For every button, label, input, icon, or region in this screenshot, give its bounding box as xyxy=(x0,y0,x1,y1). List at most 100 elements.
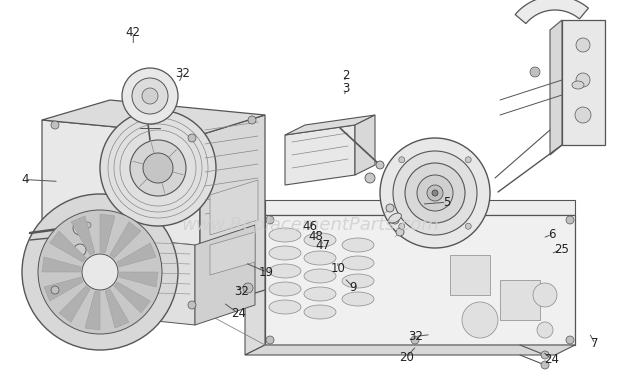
Text: 3: 3 xyxy=(342,82,350,95)
Circle shape xyxy=(576,38,590,52)
Ellipse shape xyxy=(572,81,584,89)
Circle shape xyxy=(417,175,453,211)
Polygon shape xyxy=(85,291,100,330)
Text: 46: 46 xyxy=(303,220,317,233)
Polygon shape xyxy=(114,282,150,313)
Circle shape xyxy=(85,222,91,228)
Circle shape xyxy=(576,73,590,87)
Polygon shape xyxy=(59,286,90,322)
Circle shape xyxy=(432,190,438,196)
Polygon shape xyxy=(265,215,575,345)
Text: 32: 32 xyxy=(234,285,249,297)
Ellipse shape xyxy=(269,246,301,260)
Polygon shape xyxy=(44,277,82,301)
Circle shape xyxy=(465,157,471,163)
Text: 42: 42 xyxy=(126,26,141,39)
Circle shape xyxy=(51,121,59,129)
Ellipse shape xyxy=(304,233,336,247)
Circle shape xyxy=(530,67,540,77)
Circle shape xyxy=(51,286,59,294)
Polygon shape xyxy=(450,255,490,295)
Circle shape xyxy=(143,153,173,183)
Circle shape xyxy=(399,157,405,163)
Ellipse shape xyxy=(269,282,301,296)
Circle shape xyxy=(411,336,419,344)
Circle shape xyxy=(411,216,419,224)
Text: 24: 24 xyxy=(544,353,559,366)
Circle shape xyxy=(376,161,384,169)
Polygon shape xyxy=(265,200,575,215)
Circle shape xyxy=(365,173,375,183)
Text: 6: 6 xyxy=(548,228,556,241)
Ellipse shape xyxy=(342,292,374,306)
Ellipse shape xyxy=(269,228,301,242)
Text: 32: 32 xyxy=(408,330,423,343)
Circle shape xyxy=(537,322,553,338)
Circle shape xyxy=(248,116,256,124)
Ellipse shape xyxy=(342,256,374,270)
Ellipse shape xyxy=(304,287,336,301)
Circle shape xyxy=(74,244,86,256)
Polygon shape xyxy=(71,216,95,255)
Circle shape xyxy=(541,351,549,359)
Ellipse shape xyxy=(304,269,336,283)
Polygon shape xyxy=(355,115,375,175)
Polygon shape xyxy=(50,231,86,262)
Text: 20: 20 xyxy=(399,351,414,364)
Circle shape xyxy=(386,204,394,212)
Text: 48: 48 xyxy=(309,230,324,243)
Polygon shape xyxy=(195,225,255,325)
Polygon shape xyxy=(210,232,255,275)
Ellipse shape xyxy=(342,238,374,252)
Ellipse shape xyxy=(342,274,374,288)
Circle shape xyxy=(541,361,549,369)
Circle shape xyxy=(405,163,465,223)
Polygon shape xyxy=(42,120,200,310)
Circle shape xyxy=(393,151,477,235)
Ellipse shape xyxy=(269,264,301,278)
Polygon shape xyxy=(42,257,81,272)
Polygon shape xyxy=(200,115,265,310)
Text: 4: 4 xyxy=(21,173,29,186)
Circle shape xyxy=(399,223,405,229)
Circle shape xyxy=(462,302,498,338)
Circle shape xyxy=(396,228,404,236)
Polygon shape xyxy=(500,280,540,320)
Polygon shape xyxy=(42,100,265,135)
Circle shape xyxy=(122,68,178,124)
Ellipse shape xyxy=(269,300,301,314)
Polygon shape xyxy=(245,215,265,355)
Circle shape xyxy=(38,210,162,334)
Text: 24: 24 xyxy=(231,307,246,320)
Polygon shape xyxy=(515,0,588,23)
Circle shape xyxy=(142,88,158,104)
Circle shape xyxy=(266,336,274,344)
Circle shape xyxy=(82,254,118,290)
Circle shape xyxy=(100,110,216,226)
Text: 32: 32 xyxy=(175,67,190,80)
Ellipse shape xyxy=(389,213,401,223)
Text: www.ReplacementParts.com: www.ReplacementParts.com xyxy=(181,216,439,234)
Polygon shape xyxy=(100,214,115,253)
Polygon shape xyxy=(245,345,575,355)
Ellipse shape xyxy=(304,251,336,265)
Circle shape xyxy=(243,283,253,293)
Circle shape xyxy=(22,194,178,350)
Polygon shape xyxy=(562,20,605,145)
Circle shape xyxy=(73,221,87,235)
Circle shape xyxy=(533,283,557,307)
Circle shape xyxy=(465,223,471,229)
Text: 5: 5 xyxy=(443,196,450,209)
Text: 2: 2 xyxy=(342,69,350,82)
Text: 19: 19 xyxy=(259,266,274,279)
Ellipse shape xyxy=(304,305,336,319)
Polygon shape xyxy=(50,230,195,325)
Circle shape xyxy=(427,185,443,201)
Polygon shape xyxy=(117,243,156,267)
Polygon shape xyxy=(285,115,375,135)
Circle shape xyxy=(188,134,196,142)
Text: 9: 9 xyxy=(350,281,357,294)
Circle shape xyxy=(575,107,591,123)
Circle shape xyxy=(566,216,574,224)
Circle shape xyxy=(391,216,399,224)
